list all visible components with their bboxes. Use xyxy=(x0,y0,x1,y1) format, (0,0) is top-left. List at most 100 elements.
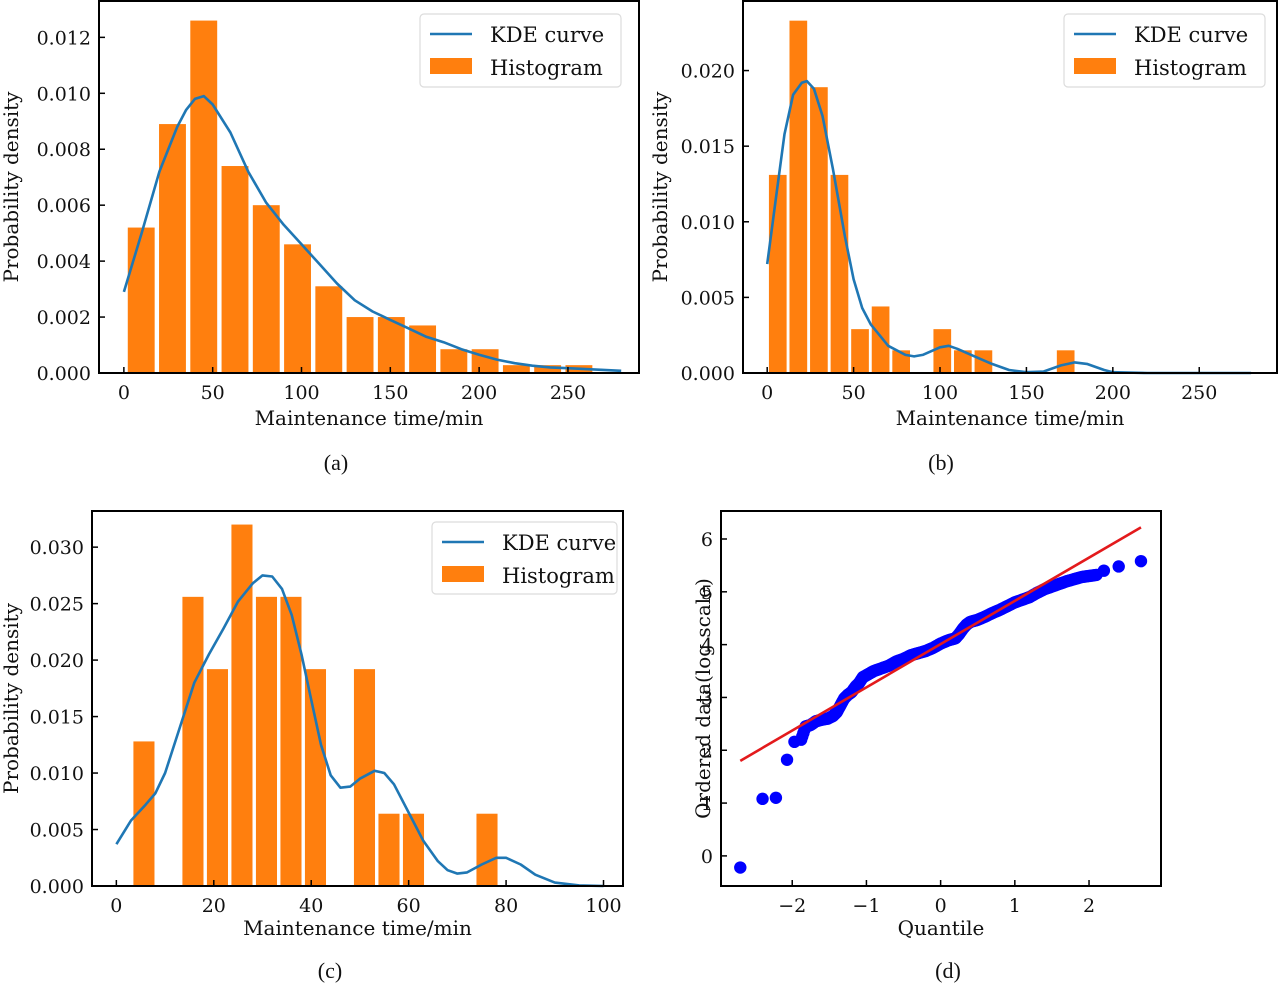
histogram-bar xyxy=(252,205,280,373)
y-tick-label-b: 0.020 xyxy=(681,61,735,83)
x-tick-label-c: 20 xyxy=(202,895,226,917)
x-tick-label-a: 100 xyxy=(283,382,319,404)
legend-histogram-label: Histogram xyxy=(1134,56,1247,80)
histogram-bar xyxy=(377,317,405,373)
panel-c-kde-histogram: 0 20 40 60 80 100 0.000 0.005 0.010 0.015 0.020 0.0… xyxy=(0,510,624,940)
histogram-bar xyxy=(255,596,278,886)
legend-kde-label: KDE curve xyxy=(490,23,604,47)
x-tick-label-a: 0 xyxy=(118,382,130,404)
caption-a: (a) xyxy=(324,450,348,475)
legend-c: KDE curve Histogram xyxy=(431,521,618,595)
y-tick-label-b: 0.005 xyxy=(681,287,735,309)
x-tick-label-b: 150 xyxy=(1008,382,1044,404)
qq-point xyxy=(756,792,769,806)
axes-frame-b xyxy=(742,0,1278,374)
y-tick-label-c: 0.015 xyxy=(30,707,84,729)
histogram-bar xyxy=(534,365,562,373)
y-tick-label-c: 0.025 xyxy=(30,594,84,616)
histogram-bar xyxy=(280,596,302,886)
legend-histogram-label: Histogram xyxy=(490,56,603,80)
y-tick-label-d: 0 xyxy=(701,846,713,868)
histogram-bar xyxy=(182,596,204,886)
x-axis-label-d: Quantile xyxy=(898,916,985,940)
legend-b: KDE curve Histogram xyxy=(1063,13,1266,88)
x-tick-label-c: 40 xyxy=(299,895,323,917)
x-tick-label-d: −2 xyxy=(778,895,806,917)
kde-curve xyxy=(122,94,622,373)
qq-point xyxy=(1112,560,1125,573)
histogram-bar xyxy=(346,317,374,373)
histogram-bar xyxy=(440,349,468,373)
y-tick-label-d: 6 xyxy=(701,529,713,551)
x-tick-label-a: 50 xyxy=(201,382,225,404)
qq-point xyxy=(734,861,747,874)
y-axis-label-c: Probability density xyxy=(0,602,23,794)
qq-point xyxy=(780,753,794,766)
y-tick-label-a: 0.008 xyxy=(37,139,91,161)
y-tick-label-a: 0.004 xyxy=(37,251,91,273)
y-tick-label-c: 0.010 xyxy=(30,763,84,785)
legend-histogram-label: Histogram xyxy=(502,564,615,588)
histogram-bar xyxy=(127,227,155,373)
x-tick-label-a: 200 xyxy=(461,382,497,404)
caption-c: (c) xyxy=(318,958,342,983)
x-tick-label-d: 1 xyxy=(1009,895,1021,917)
y-axis-label-b: Probability density xyxy=(648,91,672,283)
histogram-bar xyxy=(974,350,993,373)
panel-a-kde-histogram: 0 50 100 150 200 250 0.000 0.002 0.004 0.006 0.008… xyxy=(0,0,640,430)
legend-a: KDE curve Histogram xyxy=(419,13,622,88)
y-axis-label-a: Probability density xyxy=(0,91,23,283)
histogram-bar xyxy=(221,166,249,373)
histogram-bar xyxy=(190,20,218,373)
y-tick-label-c: 0.000 xyxy=(30,876,84,898)
y-tick-label-c: 0.005 xyxy=(30,820,84,842)
x-tick-label-b: 250 xyxy=(1181,382,1217,404)
histogram-bar xyxy=(159,124,186,373)
x-tick-label-c: 100 xyxy=(585,895,621,917)
y-tick-label-d: 2 xyxy=(701,740,713,762)
histogram-bar xyxy=(133,741,155,886)
y-tick-label-d: 1 xyxy=(701,793,713,815)
y-tick-label-d: 3 xyxy=(701,687,713,709)
x-tick-label-b: 100 xyxy=(922,382,958,404)
caption-d: (d) xyxy=(935,958,961,983)
kde-curve xyxy=(115,574,604,888)
histogram-bar xyxy=(933,329,952,373)
legend-histogram-swatch xyxy=(1074,58,1116,74)
axes-frame-d xyxy=(720,510,1162,887)
axes-frame-c xyxy=(91,510,624,887)
histogram-bar xyxy=(789,20,808,373)
y-tick-label-a: 0.000 xyxy=(37,363,91,385)
y-tick-label-a: 0.010 xyxy=(37,83,91,105)
panel-b-kde-histogram: 0 50 100 150 200 250 0.000 0.005 0.010 0.015 0.020… xyxy=(648,0,1278,430)
y-tick-label-a: 0.002 xyxy=(37,307,91,329)
histogram-bar xyxy=(206,669,228,886)
x-tick-label-b: 0 xyxy=(761,382,773,404)
x-tick-label-b: 200 xyxy=(1095,382,1131,404)
qq-fit-line xyxy=(739,526,1142,762)
qq-point xyxy=(769,791,783,804)
histogram-bar xyxy=(409,325,437,373)
panel-d-qq-plot: −2 −1 0 1 2 0 1 2 3 4 5 6 Quantile Ordered data(log s… xyxy=(691,510,1162,940)
histogram-bar xyxy=(810,87,828,373)
x-tick-label-a: 250 xyxy=(550,382,586,404)
x-axis-label-c: Maintenance time/min xyxy=(243,916,472,940)
histogram-bar xyxy=(502,365,530,373)
x-axis-label-a: Maintenance time/min xyxy=(255,406,484,430)
x-tick-label-d: 2 xyxy=(1083,895,1095,917)
kde-curve xyxy=(765,79,1252,375)
y-tick-label-c: 0.020 xyxy=(30,650,84,672)
histogram-bar xyxy=(851,329,869,373)
y-tick-label-c: 0.030 xyxy=(30,537,84,559)
legend-histogram-swatch xyxy=(430,58,472,74)
histogram-bar xyxy=(871,306,890,373)
y-axis-label-d: Ordered data(log scale) xyxy=(691,578,715,819)
histogram-bar xyxy=(315,286,343,373)
x-tick-label-c: 0 xyxy=(110,895,122,917)
qq-point xyxy=(1097,564,1111,577)
x-tick-label-b: 50 xyxy=(842,382,866,404)
y-tick-label-b: 0.000 xyxy=(681,363,735,385)
x-tick-label-d: −1 xyxy=(852,895,880,917)
axes-frame-a xyxy=(98,0,640,374)
